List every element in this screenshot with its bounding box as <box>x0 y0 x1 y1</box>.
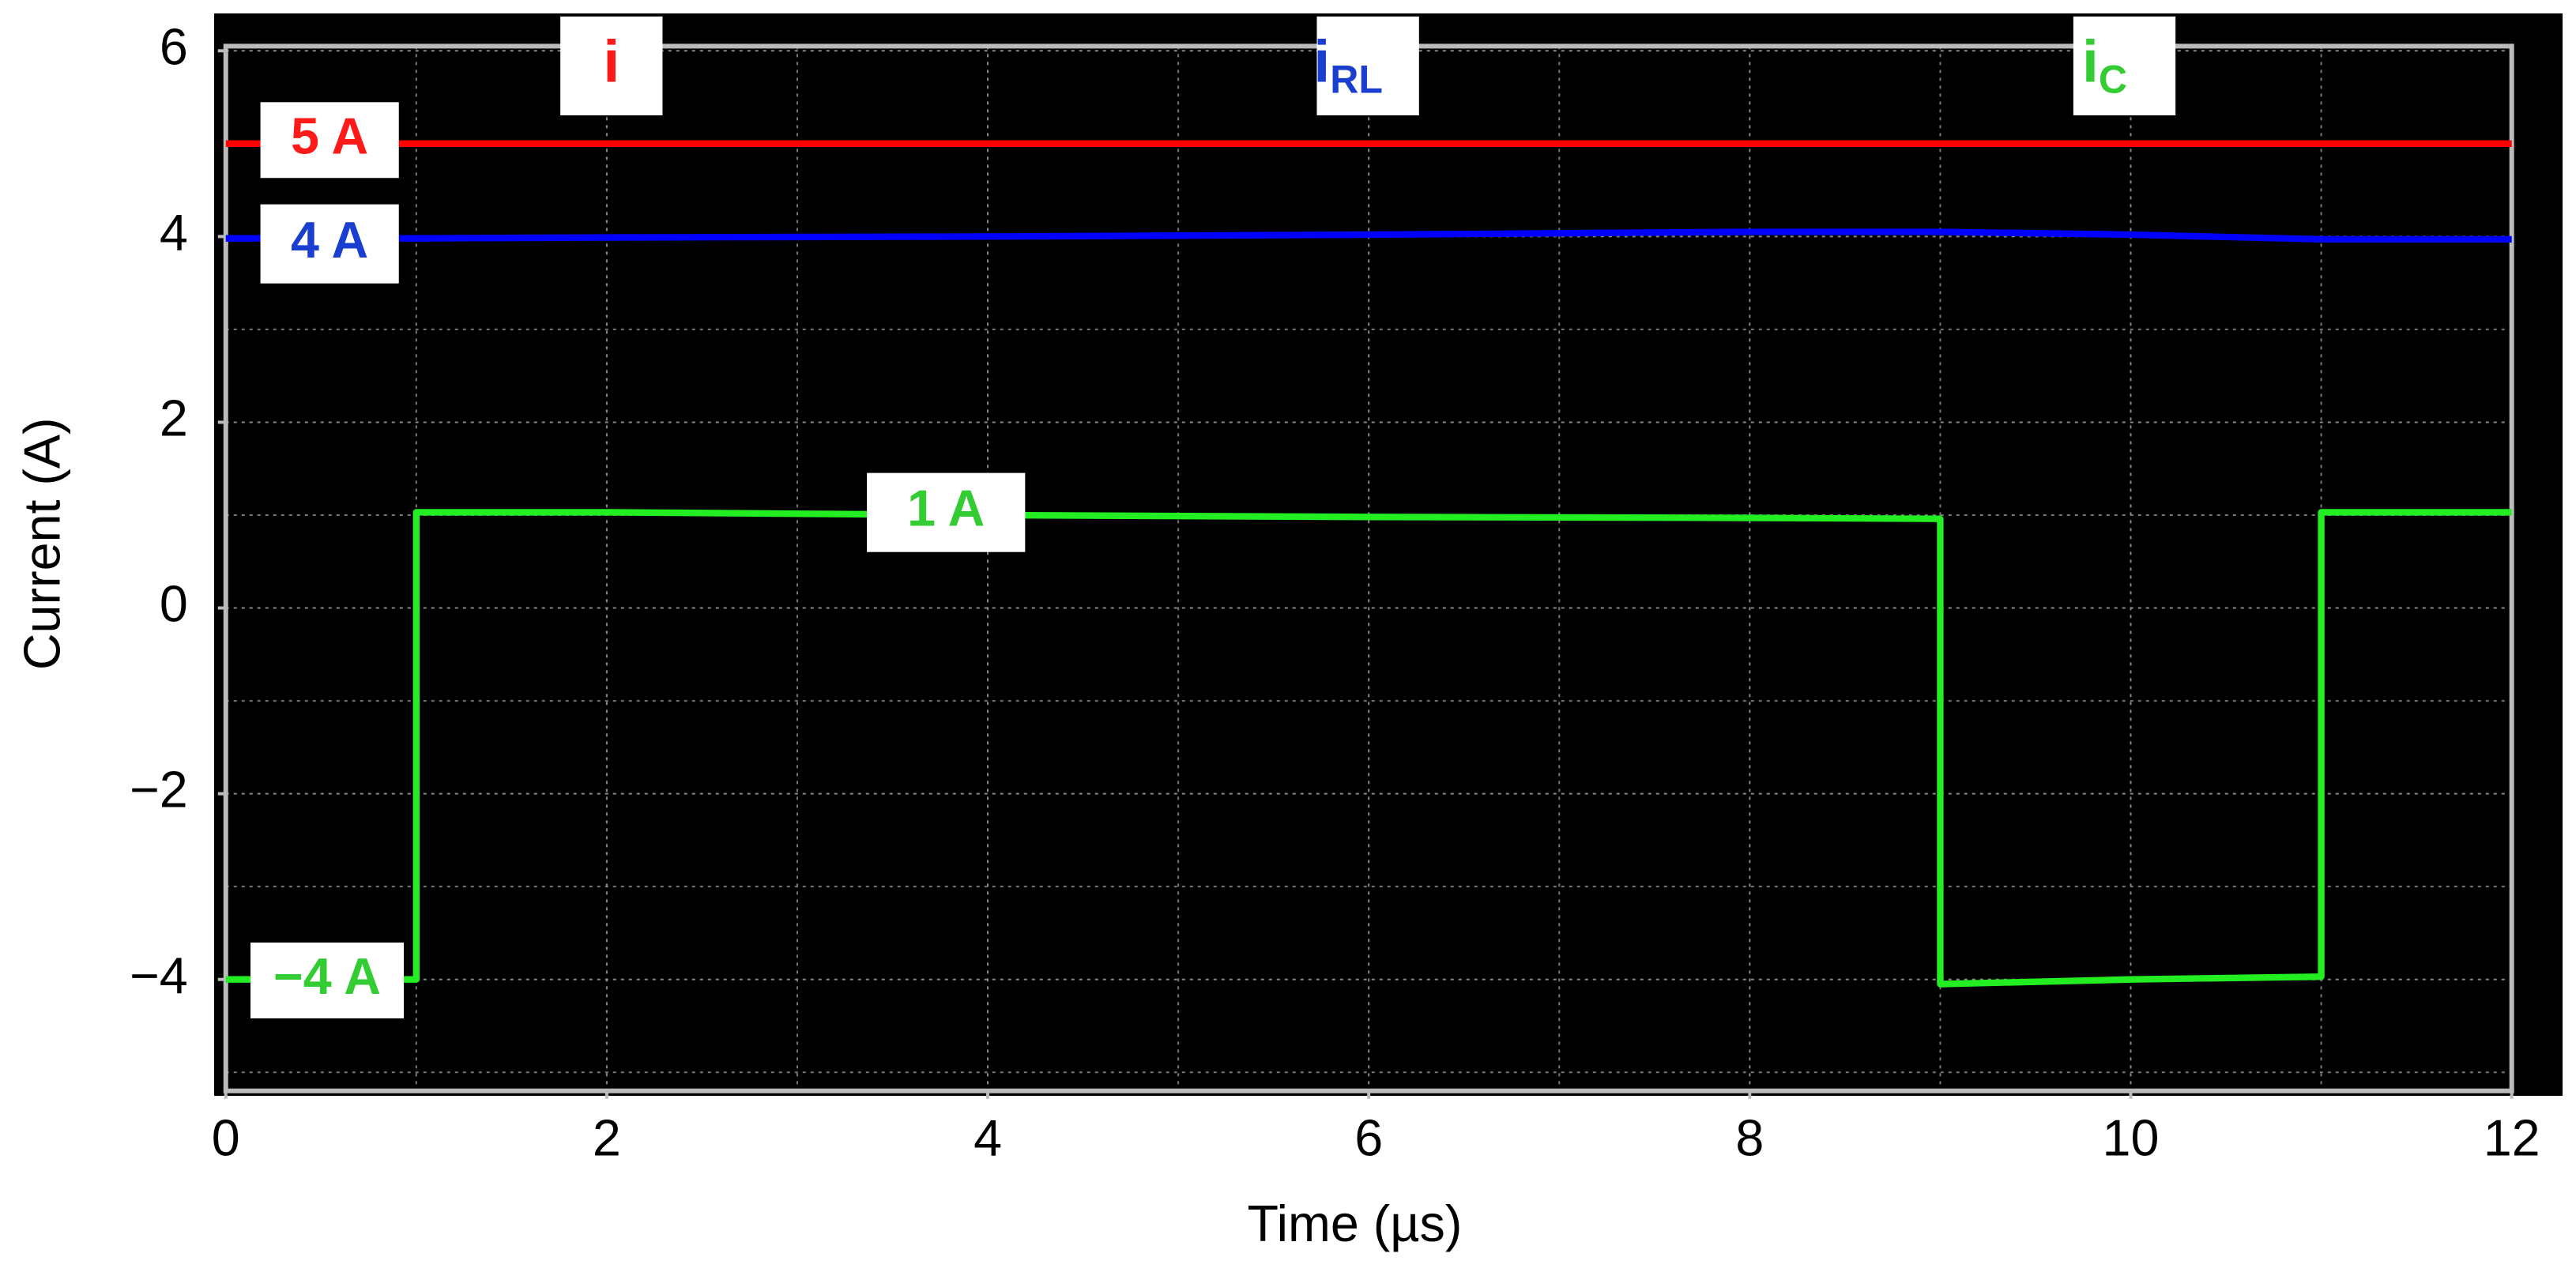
series-line <box>225 509 2512 988</box>
legend-entry: i <box>603 28 620 94</box>
legend-box <box>1316 16 1419 116</box>
y-tick-label: 0 <box>160 575 188 633</box>
legend-box <box>2073 16 2176 116</box>
y-tick-label: 6 <box>160 17 188 75</box>
legend-entry: iC <box>2082 28 2127 101</box>
annotation: 4 A <box>291 211 368 269</box>
legend-name: i <box>2082 28 2099 94</box>
legend-subscript: C <box>2099 58 2127 102</box>
annotation-box <box>260 102 399 179</box>
annotation: 1 A <box>907 480 985 537</box>
x-tick-label: 8 <box>1735 1108 1764 1166</box>
x-tick-label: 4 <box>974 1108 1002 1166</box>
x-tick-label: 12 <box>2484 1108 2540 1166</box>
y-tick-label: 2 <box>160 390 188 447</box>
annotation: 5 A <box>291 107 368 164</box>
legend-subscript: RL <box>1330 58 1383 102</box>
y-tick-label: 4 <box>160 203 188 261</box>
annotation: −4 A <box>273 947 381 1005</box>
legend-entry: iRL <box>1313 28 1383 101</box>
x-axis-title: Time (µs) <box>1248 1195 1463 1252</box>
annotation-box <box>260 204 399 284</box>
y-axis-title: Current (A) <box>13 417 70 670</box>
series-line <box>225 228 2512 243</box>
x-tick-label: 6 <box>1354 1108 1383 1166</box>
legend-name: i <box>603 28 620 94</box>
x-tick-label: 10 <box>2103 1108 2160 1166</box>
y-tick-label: −2 <box>130 761 188 819</box>
y-tick-label: −4 <box>130 946 188 1004</box>
legend-name: i <box>1313 28 1330 94</box>
annotation-box <box>250 943 405 1018</box>
x-tick-label: 0 <box>212 1108 240 1166</box>
x-tick-label: 2 <box>593 1108 621 1166</box>
legend-box <box>560 16 663 116</box>
plot-background <box>214 13 2563 1096</box>
annotation-box <box>867 472 1026 552</box>
